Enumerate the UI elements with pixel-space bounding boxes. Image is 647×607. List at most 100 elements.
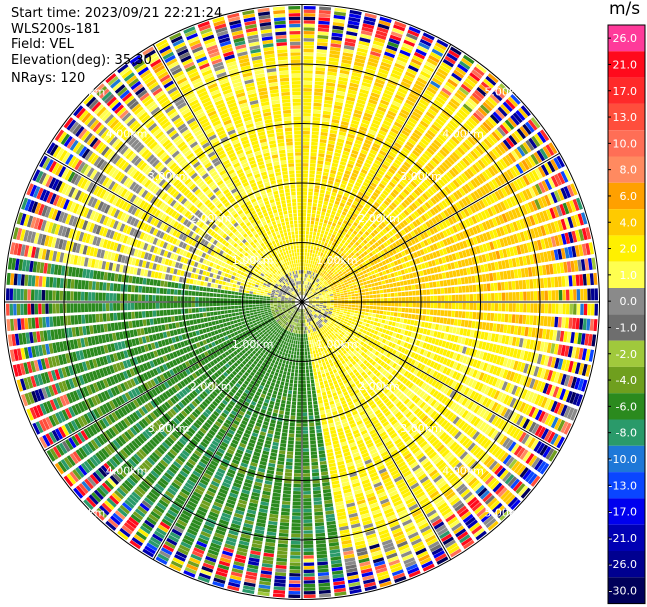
radar-gate — [374, 33, 387, 41]
radar-gate — [297, 401, 302, 406]
radar-gate — [389, 316, 394, 321]
radar-gate — [290, 412, 296, 416]
radar-gate — [306, 220, 311, 224]
radar-gate — [302, 227, 306, 231]
radar-gate — [326, 235, 331, 240]
radar-gate — [292, 494, 301, 499]
radar-gate — [360, 285, 365, 290]
radar-gate — [300, 316, 302, 320]
radar-gate — [324, 499, 333, 504]
radar-gate — [558, 289, 563, 301]
radar-gate — [302, 380, 306, 384]
radar-gate — [302, 245, 305, 249]
radar-gate — [359, 172, 366, 178]
radar-gate — [529, 279, 534, 289]
radar-gate — [316, 210, 321, 215]
radar-gate — [313, 265, 316, 269]
radar-gate — [343, 308, 348, 312]
radar-gate — [461, 311, 466, 319]
radar-gate — [486, 283, 491, 292]
radar-gate — [304, 255, 307, 260]
radar-gate — [353, 112, 362, 119]
radar-gate — [314, 414, 320, 419]
radar-gate — [419, 270, 424, 277]
radar-gate — [317, 156, 324, 161]
radar-gate — [341, 211, 347, 216]
radar-gate — [406, 68, 418, 76]
radar-gate — [508, 314, 512, 323]
radar-gate — [325, 387, 331, 392]
radar-gate — [360, 274, 365, 279]
radar-gate — [302, 163, 309, 167]
radar-gate — [561, 276, 566, 287]
radar-gate — [409, 273, 414, 279]
radar-gate — [471, 275, 476, 284]
radar-gate — [324, 254, 329, 259]
radar-gate — [515, 314, 520, 324]
radar-gate — [312, 268, 315, 272]
radar-gate — [324, 438, 331, 443]
radar-gate — [357, 44, 369, 50]
radar-gate — [309, 429, 315, 434]
radar-gate — [448, 302, 452, 309]
radar-gate — [342, 52, 354, 58]
radar-gate — [370, 122, 380, 129]
radar-gate — [352, 212, 358, 218]
radar-gate — [390, 311, 394, 316]
radar-gate — [421, 315, 426, 321]
radar-gate — [372, 85, 383, 92]
radar-gate — [365, 323, 370, 328]
radar-gate — [510, 269, 515, 279]
radar-gate — [337, 83, 347, 89]
radar-gate — [393, 121, 403, 129]
radar-gate — [312, 235, 316, 240]
radar-gate — [332, 25, 344, 31]
radar-gate — [361, 119, 370, 125]
radar-gate — [339, 161, 347, 166]
radar-gate — [285, 465, 293, 470]
radar-gate — [415, 290, 420, 296]
radar-gate — [308, 278, 311, 282]
radar-gate — [331, 162, 339, 168]
radar-gate — [400, 108, 410, 116]
radar-gate — [384, 51, 396, 59]
radar-gate — [363, 75, 374, 81]
radar-gate — [341, 222, 347, 228]
radar-gate — [472, 284, 477, 292]
radar-gate — [492, 323, 497, 332]
radar-gate — [313, 353, 317, 358]
radar-gate — [405, 99, 415, 107]
radar-gate — [376, 306, 381, 310]
radar-gate — [324, 506, 334, 512]
radar-gate — [508, 281, 512, 290]
radar-gate — [562, 303, 566, 315]
radar-gate — [380, 323, 385, 328]
radar-gate — [447, 287, 452, 294]
radar-gate — [320, 252, 324, 257]
radar-gate — [348, 86, 358, 92]
radar-gate — [310, 454, 318, 459]
radar-gate — [371, 286, 376, 291]
radar-gate — [288, 583, 301, 588]
radar-gate — [318, 586, 331, 591]
radar-gate — [589, 318, 594, 331]
radar-gate — [351, 296, 356, 300]
radar-gate — [310, 440, 317, 445]
radar-gate — [328, 217, 334, 222]
radar-gate — [430, 302, 434, 309]
radar-gate — [467, 320, 473, 328]
radar-gate — [286, 451, 294, 455]
radar-gate — [363, 19, 376, 26]
radar-gate — [312, 364, 316, 369]
radar-gate — [344, 216, 350, 222]
radar-gate — [334, 243, 339, 248]
radar-gate — [344, 38, 357, 44]
radar-gate — [323, 431, 330, 436]
radar-gate — [389, 283, 394, 288]
radar-gate — [575, 318, 580, 330]
radar-gate — [422, 309, 427, 315]
radar-gate — [304, 288, 306, 292]
radar-gate — [344, 302, 349, 305]
radar-gate — [343, 48, 354, 54]
radar-gate — [351, 119, 360, 126]
